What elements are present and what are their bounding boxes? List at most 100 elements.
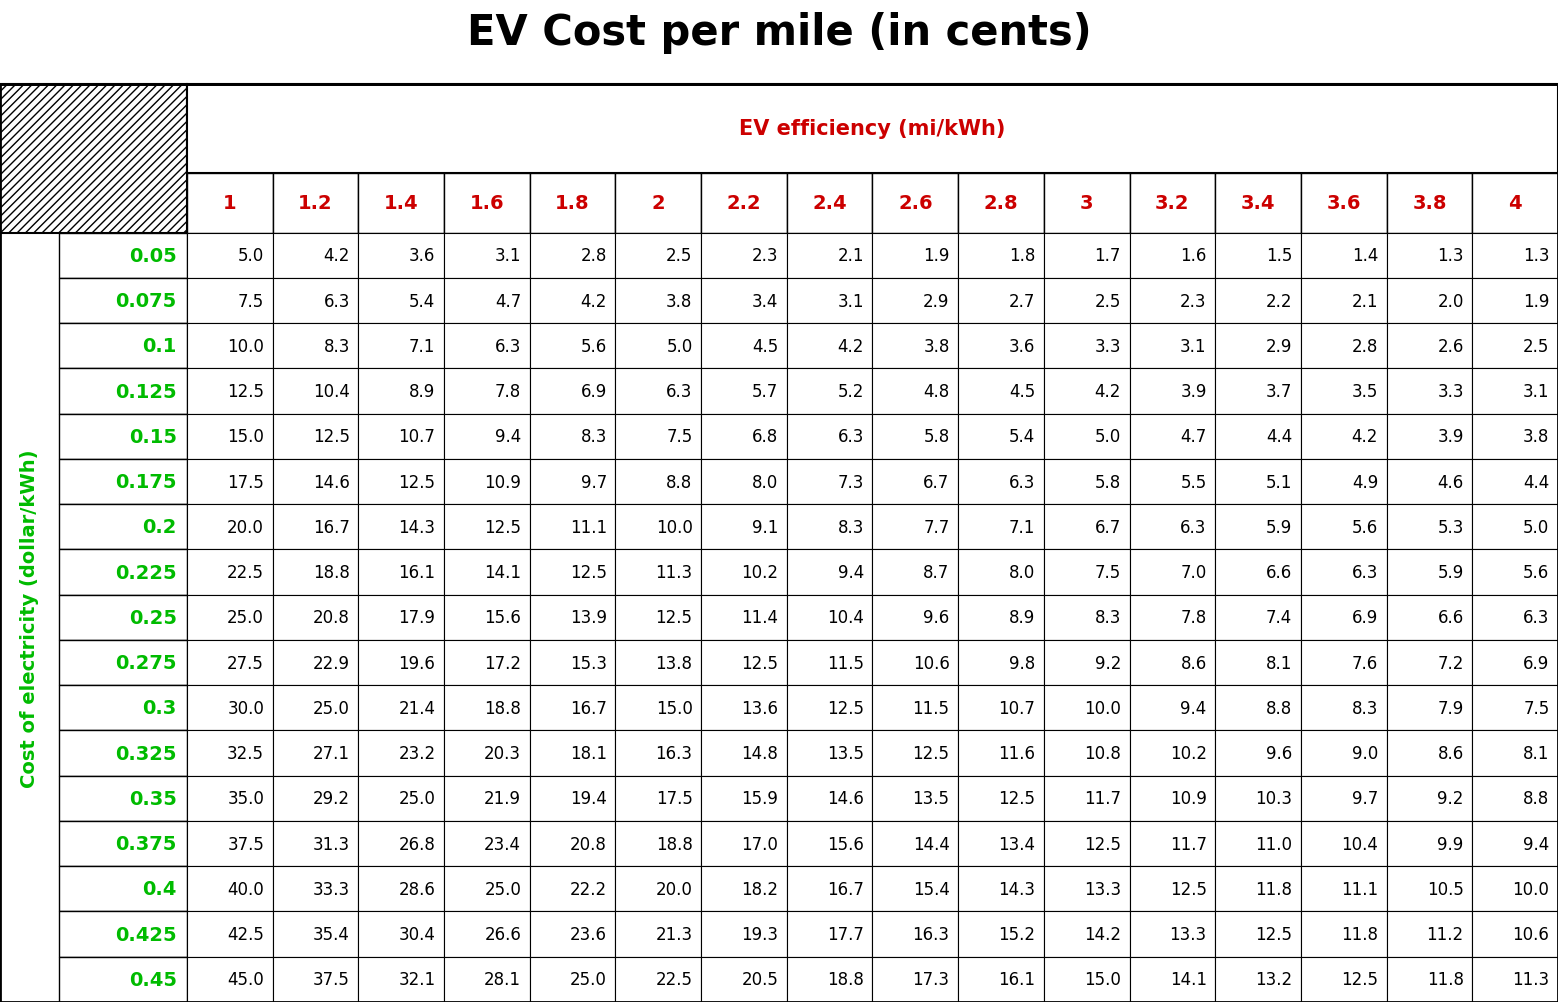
Text: 7.5: 7.5 xyxy=(238,293,263,311)
Bar xyxy=(958,324,1044,369)
Bar xyxy=(1215,822,1301,867)
Bar xyxy=(615,640,701,685)
Bar xyxy=(358,414,444,460)
Text: 5.1: 5.1 xyxy=(1267,473,1293,491)
Text: 0.4: 0.4 xyxy=(142,880,176,899)
Text: 7.5: 7.5 xyxy=(1524,699,1549,717)
Text: 8.6: 8.6 xyxy=(1181,654,1206,672)
Bar xyxy=(615,505,701,550)
Text: 11.5: 11.5 xyxy=(913,699,950,717)
Bar xyxy=(59,957,187,1002)
Bar xyxy=(358,505,444,550)
Text: 2.2: 2.2 xyxy=(726,194,762,212)
Text: 10.2: 10.2 xyxy=(1170,744,1206,763)
Text: 4.7: 4.7 xyxy=(1181,428,1206,446)
Text: 8.1: 8.1 xyxy=(1524,744,1549,763)
Bar xyxy=(1387,822,1472,867)
Bar xyxy=(958,730,1044,776)
Bar xyxy=(1301,460,1387,505)
Bar xyxy=(273,776,358,822)
Bar xyxy=(787,776,872,822)
Text: 9.0: 9.0 xyxy=(1352,744,1377,763)
Text: 6.3: 6.3 xyxy=(1524,609,1549,626)
Text: 2: 2 xyxy=(651,194,665,212)
Text: 7.9: 7.9 xyxy=(1438,699,1463,717)
Bar xyxy=(1215,730,1301,776)
Bar xyxy=(872,957,958,1002)
Bar xyxy=(187,550,273,595)
Bar xyxy=(1215,912,1301,957)
Bar xyxy=(701,822,787,867)
Bar xyxy=(1130,776,1215,822)
Text: 1.6: 1.6 xyxy=(469,194,505,212)
Bar xyxy=(787,867,872,912)
Text: 0.225: 0.225 xyxy=(115,563,176,582)
Bar xyxy=(1215,369,1301,414)
Text: 1.4: 1.4 xyxy=(383,194,419,212)
Bar xyxy=(1472,505,1558,550)
Bar xyxy=(530,685,615,730)
Text: 13.3: 13.3 xyxy=(1084,880,1120,898)
Bar xyxy=(615,730,701,776)
Text: 5.4: 5.4 xyxy=(410,293,435,311)
Text: 14.6: 14.6 xyxy=(827,790,863,808)
Bar xyxy=(1215,324,1301,369)
Text: 3.6: 3.6 xyxy=(1010,338,1035,356)
Text: 17.9: 17.9 xyxy=(399,609,435,626)
Text: 15.4: 15.4 xyxy=(913,880,950,898)
Bar xyxy=(358,776,444,822)
Text: 11.7: 11.7 xyxy=(1084,790,1120,808)
Text: 35.4: 35.4 xyxy=(313,925,349,943)
Text: 16.3: 16.3 xyxy=(913,925,950,943)
Text: 6.8: 6.8 xyxy=(753,428,777,446)
Text: 14.2: 14.2 xyxy=(1084,925,1120,943)
Text: 29.2: 29.2 xyxy=(313,790,349,808)
Text: 8.6: 8.6 xyxy=(1438,744,1463,763)
Text: 2.8: 2.8 xyxy=(983,194,1019,212)
Text: 8.0: 8.0 xyxy=(1010,563,1035,581)
Bar xyxy=(1387,369,1472,414)
Text: 2.5: 2.5 xyxy=(1095,293,1120,311)
Bar xyxy=(358,685,444,730)
Text: 13.6: 13.6 xyxy=(742,699,777,717)
Bar xyxy=(59,776,187,822)
Bar xyxy=(958,369,1044,414)
Bar xyxy=(1387,957,1472,1002)
Bar xyxy=(958,640,1044,685)
Bar xyxy=(358,957,444,1002)
Text: 6.6: 6.6 xyxy=(1267,563,1293,581)
Text: 1: 1 xyxy=(223,194,237,212)
Text: 25.0: 25.0 xyxy=(485,880,520,898)
Text: 10.0: 10.0 xyxy=(656,518,692,536)
Text: 4.5: 4.5 xyxy=(753,338,777,356)
Text: 2.7: 2.7 xyxy=(1010,293,1035,311)
Bar xyxy=(615,595,701,640)
Bar xyxy=(787,685,872,730)
Bar xyxy=(1130,324,1215,369)
Bar xyxy=(1130,957,1215,1002)
Bar xyxy=(1301,233,1387,279)
Bar xyxy=(187,867,273,912)
Bar xyxy=(187,776,273,822)
Text: 10.0: 10.0 xyxy=(1513,880,1549,898)
Bar xyxy=(187,233,273,279)
Text: 7.0: 7.0 xyxy=(1181,563,1206,581)
Bar xyxy=(444,776,530,822)
Bar xyxy=(358,640,444,685)
Text: 12.5: 12.5 xyxy=(913,744,950,763)
Bar xyxy=(872,173,958,233)
Bar xyxy=(787,414,872,460)
Text: 2.3: 2.3 xyxy=(1179,293,1206,311)
Bar xyxy=(1044,505,1130,550)
Bar xyxy=(358,595,444,640)
Text: 27.5: 27.5 xyxy=(227,654,263,672)
Text: 1.7: 1.7 xyxy=(1095,247,1120,266)
Text: 4.2: 4.2 xyxy=(838,338,863,356)
Text: 12.5: 12.5 xyxy=(1256,925,1293,943)
Text: 13.9: 13.9 xyxy=(570,609,606,626)
Text: 5.9: 5.9 xyxy=(1267,518,1293,536)
Bar xyxy=(701,957,787,1002)
Bar xyxy=(1301,173,1387,233)
Text: 12.5: 12.5 xyxy=(1084,835,1120,853)
Bar xyxy=(701,414,787,460)
